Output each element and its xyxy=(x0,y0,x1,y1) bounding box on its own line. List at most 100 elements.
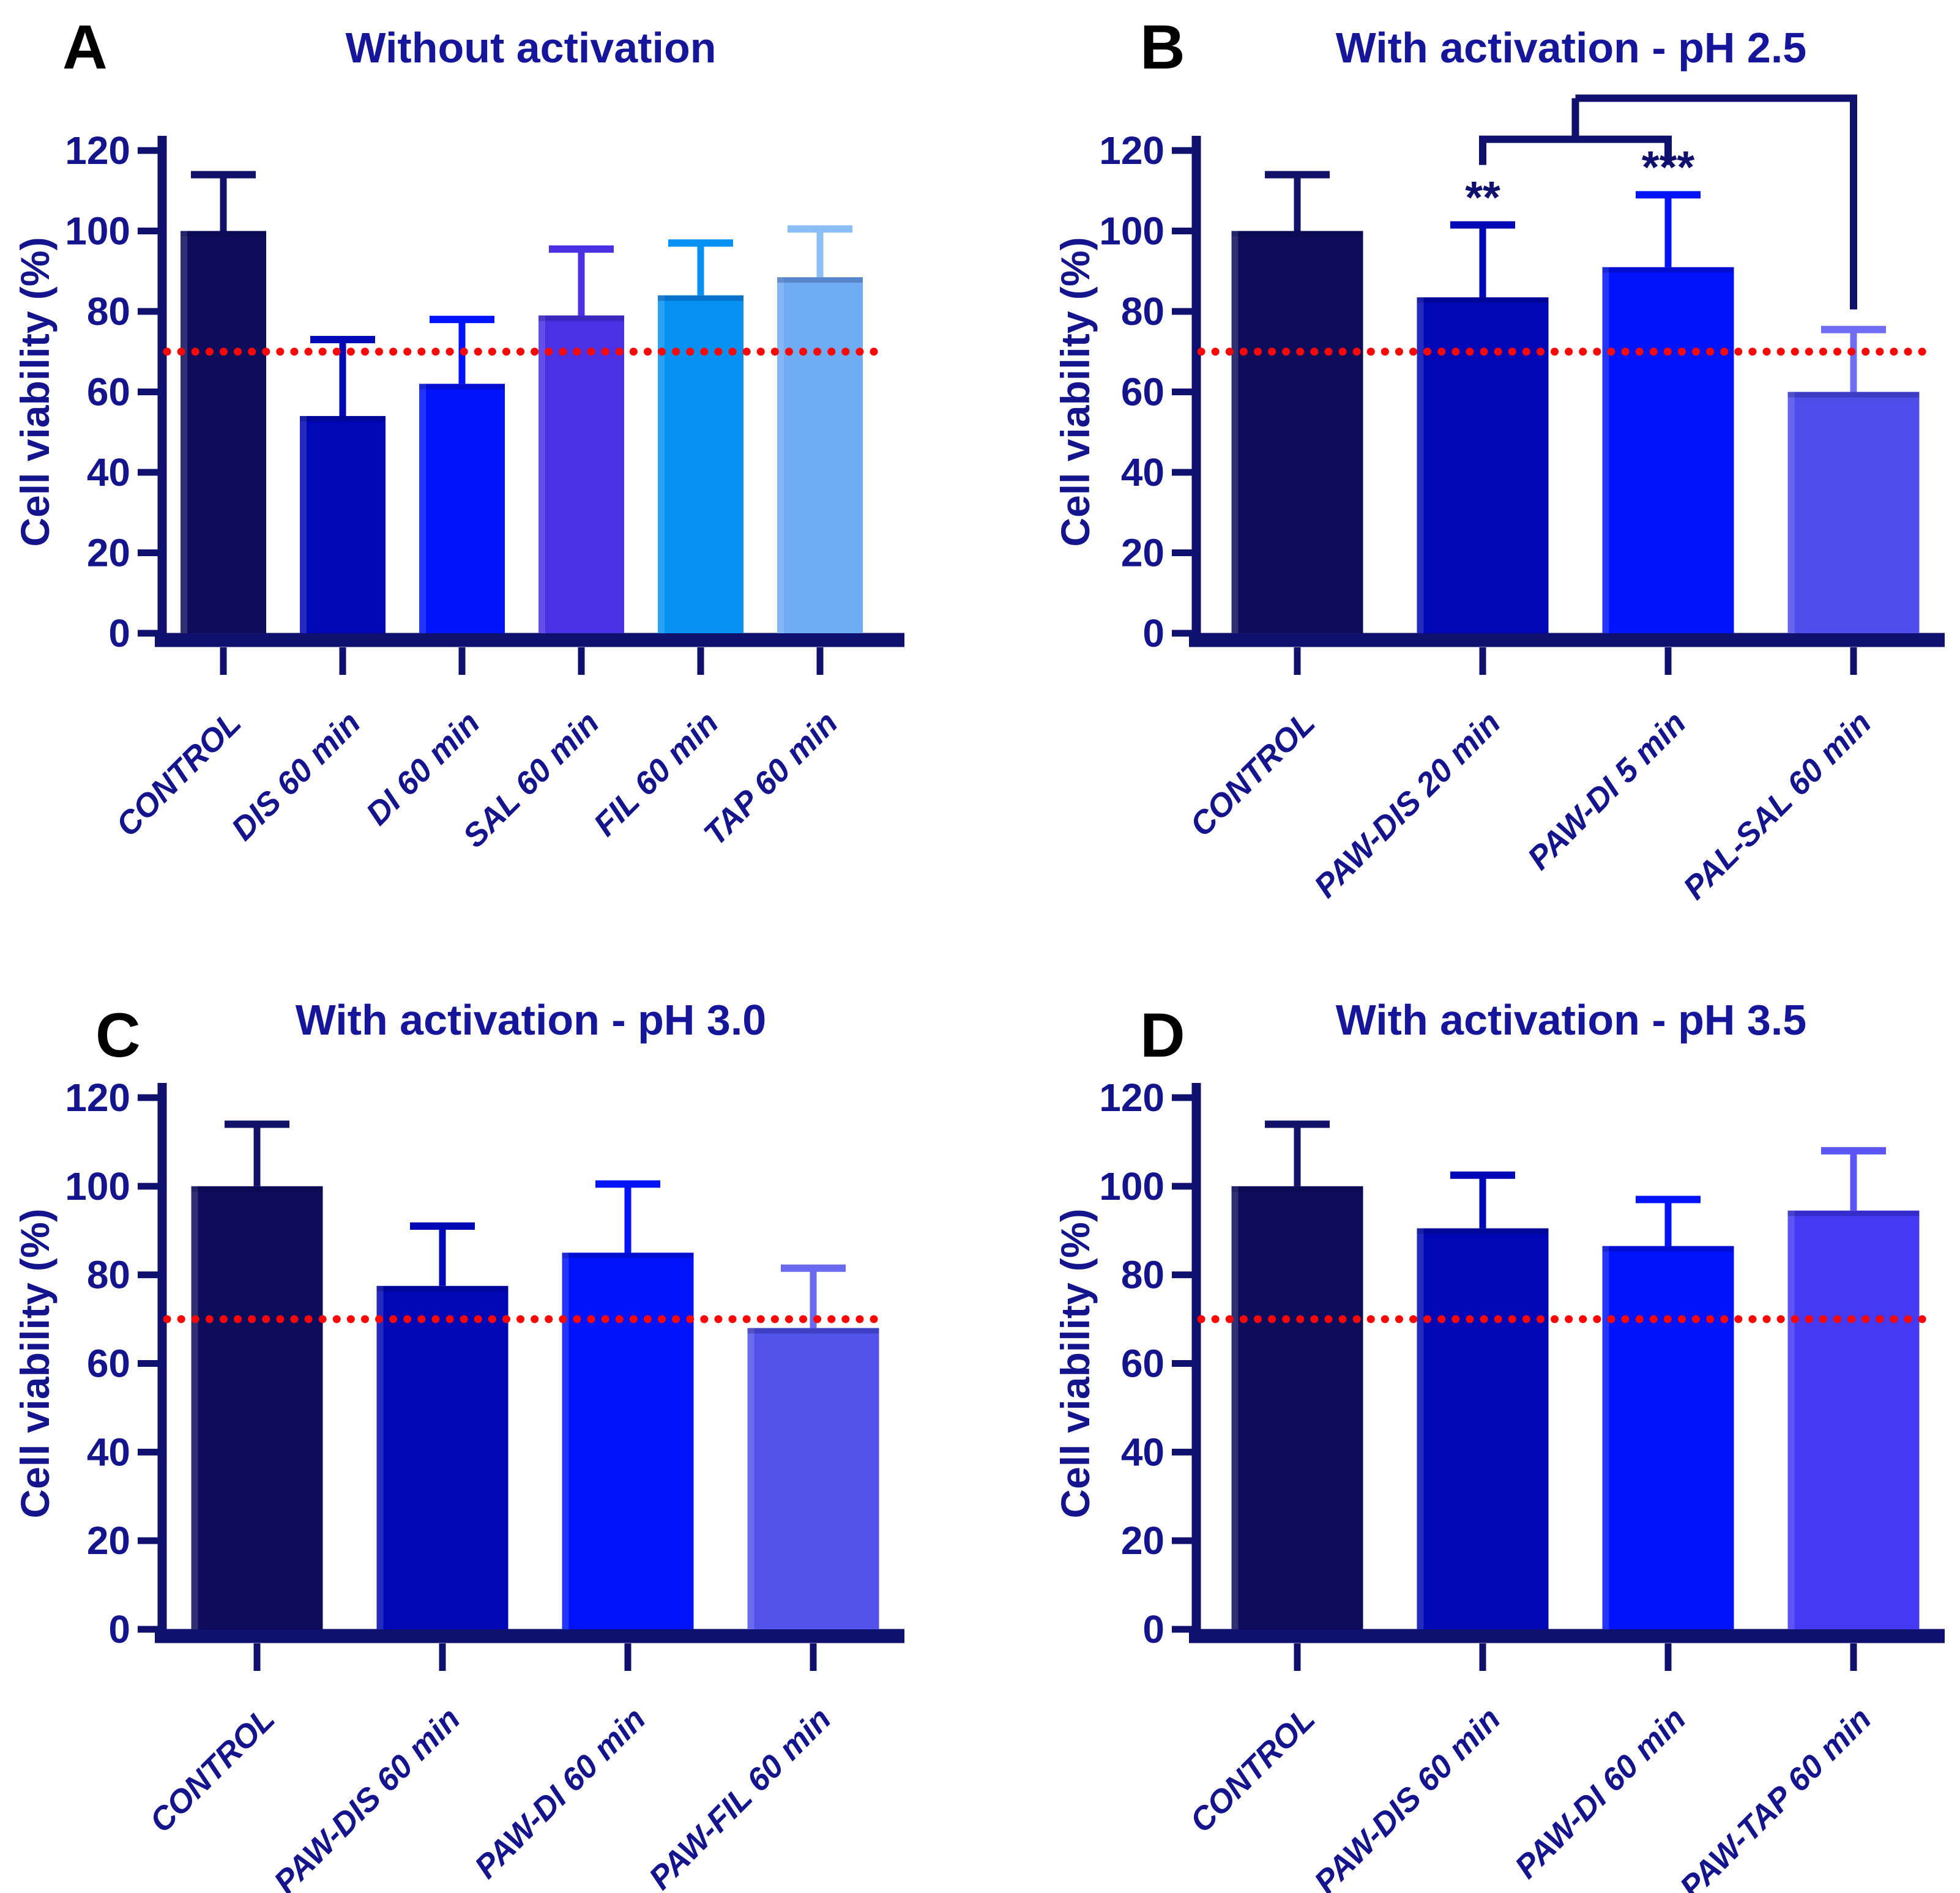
x-tick-label-PAW-DI 60 min: PAW-DI 60 min xyxy=(468,1701,652,1886)
bar-top-edge xyxy=(1602,1246,1734,1252)
bar-edge-highlight xyxy=(538,315,545,633)
y-axis: 0 20 40 60 80 100 120 Cell viability (%) xyxy=(12,1076,167,1651)
y-tick-label: 80 xyxy=(87,289,130,333)
bar-edge-highlight xyxy=(181,231,187,633)
bar-top-edge xyxy=(300,415,386,422)
y-tick-label: 60 xyxy=(1121,1342,1164,1386)
y-tick-label: 20 xyxy=(1121,531,1164,575)
bar-top-edge xyxy=(1417,297,1549,303)
bar-top-edge xyxy=(777,277,863,283)
x-tick-label-PAW-DIS 60 min: PAW-DIS 60 min xyxy=(267,1701,467,1893)
y-tick-label: 40 xyxy=(87,1430,130,1474)
bar-chart-b: 0 20 40 60 80 100 120 Cell viability (%) CONTROL… xyxy=(1053,94,1945,907)
y-tick-label: 80 xyxy=(1121,1253,1164,1297)
y-tick-label: 120 xyxy=(65,128,130,173)
x-tick-label-PAW-DI 5 min: PAW-DI 5 min xyxy=(1521,705,1693,877)
x-tick-label-PAL-SAL 60 min: PAL-SAL 60 min xyxy=(1677,705,1879,907)
bar-edge-highlight xyxy=(1231,1186,1239,1629)
bar-CONTROL xyxy=(181,231,266,633)
y-axis-title: Cell viability (%) xyxy=(12,1208,58,1518)
x-tick-label-DIS 60 min: DIS 60 min xyxy=(225,705,367,847)
bar-top-edge xyxy=(1602,267,1734,273)
x-tick-label-PAW-FIL 60 min: PAW-FIL 60 min xyxy=(642,1701,838,1893)
panel-title-b: With activation - pH 2.5 xyxy=(1335,24,1807,72)
y-tick-label: 20 xyxy=(87,1519,130,1563)
bar-edge-highlight xyxy=(191,1186,198,1629)
bar-edge-highlight xyxy=(777,277,784,633)
bar-PAW-DI 60 min xyxy=(562,1252,694,1629)
significance-stars: ** xyxy=(1465,172,1500,223)
bar-edge-highlight xyxy=(658,295,665,633)
panel-letter-b: B xyxy=(1140,12,1185,82)
y-tick-label: 0 xyxy=(108,611,130,655)
panel-title-c: With activation - pH 3.0 xyxy=(295,996,767,1044)
bar-PAW-DIS 60 min xyxy=(376,1285,509,1629)
y-tick-label: 120 xyxy=(1099,128,1164,173)
bar-chart-d: 0 20 40 60 80 100 120 Cell viability (%) CONTROL… xyxy=(1053,1076,1945,1893)
bar-top-edge xyxy=(376,1285,509,1292)
bar-FIL 60 min xyxy=(658,295,743,633)
y-tick-label: 0 xyxy=(108,1607,130,1651)
bar-edge-highlight xyxy=(747,1328,755,1629)
bar-edge-highlight xyxy=(376,1285,384,1629)
x-tick-label-PAW-DI 60 min: PAW-DI 60 min xyxy=(1508,1701,1693,1886)
y-tick-label: 20 xyxy=(87,531,130,575)
bar-DIS 60 min xyxy=(300,415,386,633)
y-tick-label: 120 xyxy=(1099,1076,1164,1120)
y-tick-label: 60 xyxy=(87,370,130,414)
bar-top-edge xyxy=(1417,1228,1549,1234)
bar-top-edge xyxy=(747,1328,879,1334)
bar-SAL 60 min xyxy=(538,315,624,633)
bar-edge-highlight xyxy=(1602,1246,1609,1629)
bar-top-edge xyxy=(1787,1210,1920,1216)
y-axis-title: Cell viability (%) xyxy=(12,237,58,546)
bar-chart-c: 0 20 40 60 80 100 120 Cell viability (%) CONTROL… xyxy=(12,1076,904,1893)
panel-title-d: With activation - pH 3.5 xyxy=(1335,996,1807,1044)
bar-top-edge xyxy=(419,384,505,390)
bar-PAW-DI 5 min xyxy=(1602,267,1734,633)
bar-edge-highlight xyxy=(1231,231,1239,633)
y-tick-label: 40 xyxy=(1121,1430,1164,1474)
x-tick-label-DI 60 min: DI 60 min xyxy=(359,705,486,832)
y-tick-label: 0 xyxy=(1142,611,1164,655)
y-axis: 0 20 40 60 80 100 120 Cell viability (%) xyxy=(1053,1076,1201,1651)
y-tick-label: 80 xyxy=(87,1253,130,1297)
bar-top-edge xyxy=(1231,1186,1363,1192)
bar-PAW-DIS 60 min xyxy=(1417,1228,1549,1629)
bar-PAW-DI 60 min xyxy=(1602,1246,1734,1629)
y-tick-label: 100 xyxy=(1099,209,1164,253)
bars xyxy=(191,1120,879,1629)
bar-CONTROL xyxy=(191,1186,323,1629)
x-tick-label-CONTROL: CONTROL xyxy=(1183,1701,1322,1840)
y-tick-label: 20 xyxy=(1121,1519,1164,1563)
panel-b-activation-ph25: B With activation - pH 2.5 0 20 40 60 80 100 1… xyxy=(1040,0,1960,947)
y-axis: 0 20 40 60 80 100 120 Cell viability (%) xyxy=(12,128,167,655)
y-tick-label: 100 xyxy=(1099,1164,1164,1208)
bar-top-edge xyxy=(1787,392,1920,398)
bar-DI 60 min xyxy=(419,384,505,633)
y-tick-label: 60 xyxy=(1121,370,1164,414)
significance-bracket: ***** xyxy=(1465,94,1857,310)
y-axis-title: Cell viability (%) xyxy=(1053,1208,1098,1518)
bar-edge-highlight xyxy=(1787,392,1795,633)
y-tick-label: 80 xyxy=(1121,289,1164,333)
bar-edge-highlight xyxy=(1602,267,1609,633)
y-tick-label: 40 xyxy=(87,450,130,494)
bars xyxy=(181,171,863,633)
bar-edge-highlight xyxy=(1417,297,1424,633)
bar-CONTROL xyxy=(1231,231,1363,633)
bar-edge-highlight xyxy=(1417,1228,1424,1629)
bar-edge-highlight xyxy=(562,1252,569,1629)
y-tick-label: 60 xyxy=(87,1342,130,1386)
panel-c-activation-ph30: C With activation - pH 3.0 0 20 40 60 80 100 1… xyxy=(0,947,1040,1893)
y-axis: 0 20 40 60 80 100 120 Cell viability (%) xyxy=(1053,128,1201,655)
bar-edge-highlight xyxy=(300,415,307,633)
y-tick-label: 100 xyxy=(65,209,130,253)
panel-d-activation-ph35: D With activation - pH 3.5 0 20 40 60 80 100 1… xyxy=(1040,947,1960,1893)
x-tick-label-CONTROL: CONTROL xyxy=(1183,705,1322,844)
bars xyxy=(1231,171,1920,633)
